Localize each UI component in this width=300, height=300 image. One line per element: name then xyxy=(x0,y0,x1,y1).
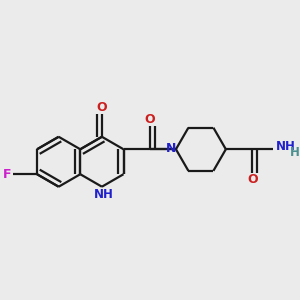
Text: N: N xyxy=(166,142,176,155)
Text: F: F xyxy=(3,168,12,181)
Text: O: O xyxy=(144,112,155,126)
Text: H: H xyxy=(290,146,299,159)
Text: NH: NH xyxy=(276,140,296,153)
Text: NH: NH xyxy=(93,188,113,200)
Text: O: O xyxy=(97,101,107,114)
Text: O: O xyxy=(248,173,258,186)
